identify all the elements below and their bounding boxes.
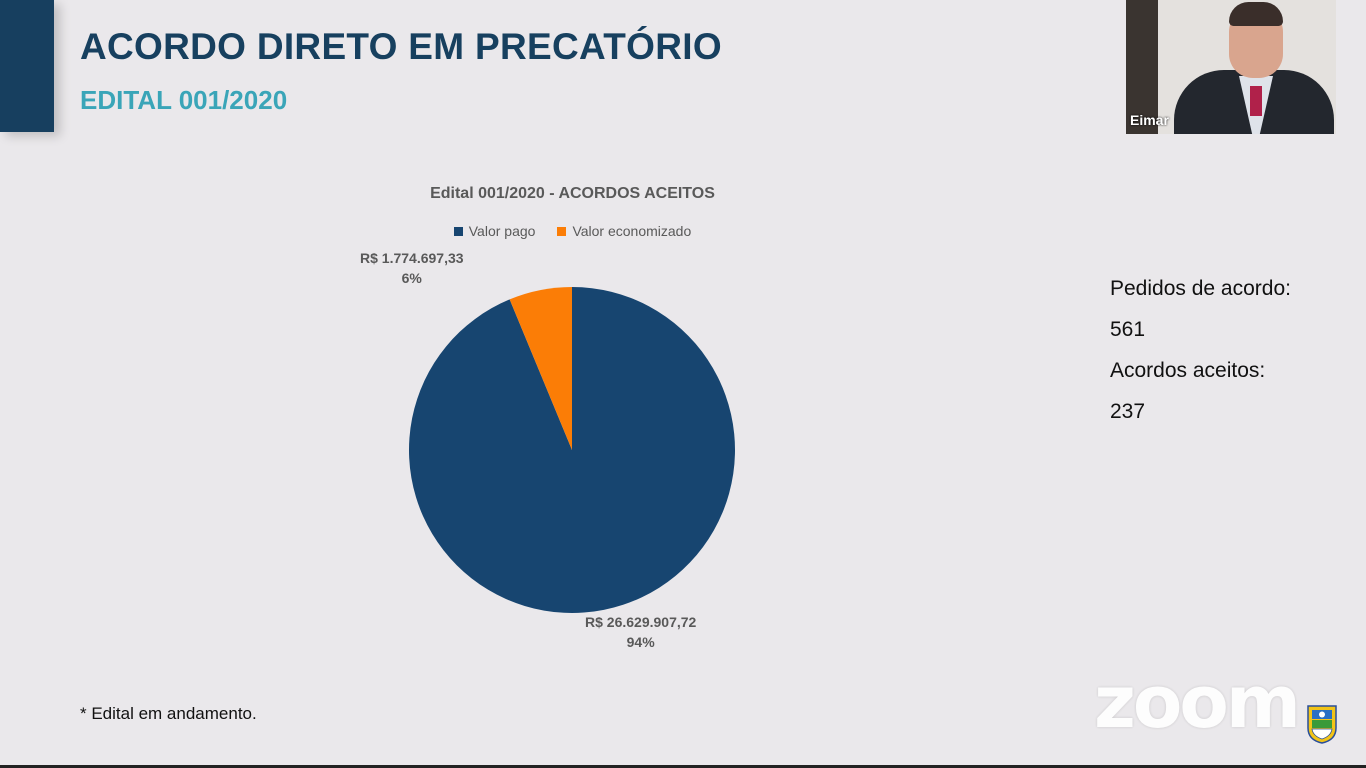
requests-value: 561	[1110, 318, 1146, 341]
legend-label-saved: Valor economizado	[572, 223, 692, 239]
footnote: * Edital em andamento.	[80, 704, 257, 723]
pie-chart-svg	[409, 287, 735, 613]
accepted-value: 237	[1110, 400, 1146, 423]
title-accent-bar	[0, 0, 54, 132]
window-bottom-edge	[0, 765, 1366, 768]
legend-swatch-saved	[557, 226, 567, 236]
accepted-label: Acordos aceitos:	[1110, 359, 1266, 382]
data-label-saved-value: R$ 1.774.697,33	[360, 250, 464, 266]
data-label-paid-percent: 94%	[626, 634, 655, 650]
zoom-watermark: zoom	[1094, 660, 1301, 744]
participant-name: Eimar	[1130, 112, 1169, 128]
legend-label-paid: Valor pago	[468, 223, 536, 239]
slide-title: ACORDO DIRETO EM PRECATÓRIO	[80, 26, 722, 67]
data-label-paid-value: R$ 26.629.907,72	[585, 614, 697, 630]
data-label-saved-percent: 6%	[401, 270, 422, 286]
chart-title: Edital 001/2020 - ACORDOS ACEITOS	[430, 185, 715, 202]
participant-video-tile[interactable]: Eimar	[1126, 0, 1336, 134]
requests-label: Pedidos de acordo:	[1110, 277, 1291, 300]
participant-hair	[1229, 2, 1283, 26]
legend-swatch-paid	[453, 226, 463, 236]
legend-item-paid: Valor pago	[453, 223, 536, 239]
video-door	[1126, 0, 1158, 134]
data-label-saved: R$ 1.774.697,33 6%	[360, 248, 464, 288]
chart-legend: Valor pago Valor economizado	[340, 223, 805, 239]
state-crest-icon	[1307, 705, 1337, 744]
participant-tie	[1250, 86, 1262, 116]
data-label-paid: R$ 26.629.907,72 94%	[585, 612, 696, 652]
pie-chart: Edital 001/2020 - ACORDOS ACEITOS Valor …	[340, 175, 810, 665]
slide-subtitle: EDITAL 001/2020	[80, 85, 288, 115]
legend-item-saved: Valor economizado	[557, 223, 691, 239]
pie-slice-saved	[509, 287, 572, 450]
stats-panel: Pedidos de acordo: 561 Acordos aceitos: …	[1110, 268, 1291, 432]
